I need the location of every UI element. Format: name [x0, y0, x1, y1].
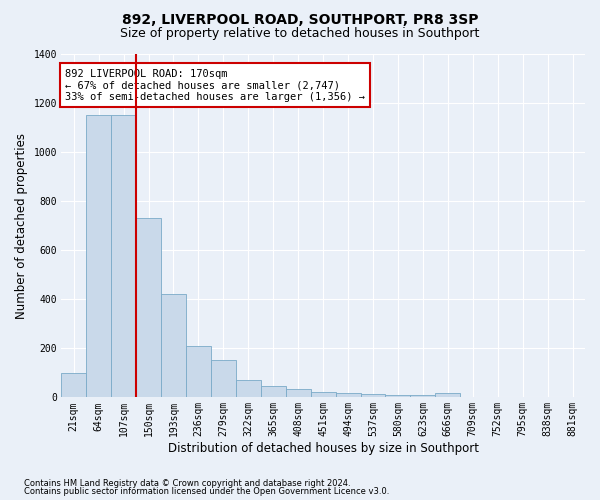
Bar [361, 394, 385, 397]
Bar [286, 389, 311, 397]
Text: Size of property relative to detached houses in Southport: Size of property relative to detached ho… [121, 28, 479, 40]
Bar [111, 116, 136, 397]
Y-axis label: Number of detached properties: Number of detached properties [15, 132, 28, 318]
Text: Contains HM Land Registry data © Crown copyright and database right 2024.: Contains HM Land Registry data © Crown c… [24, 478, 350, 488]
Bar [186, 346, 211, 397]
Bar [385, 394, 410, 397]
Bar [161, 294, 186, 397]
Bar [61, 372, 86, 397]
Bar [86, 116, 111, 397]
Text: Contains public sector information licensed under the Open Government Licence v3: Contains public sector information licen… [24, 487, 389, 496]
Text: 892, LIVERPOOL ROAD, SOUTHPORT, PR8 3SP: 892, LIVERPOOL ROAD, SOUTHPORT, PR8 3SP [122, 12, 478, 26]
Bar [335, 394, 361, 397]
Bar [410, 395, 436, 397]
Bar [236, 380, 261, 397]
Text: 892 LIVERPOOL ROAD: 170sqm
← 67% of detached houses are smaller (2,747)
33% of s: 892 LIVERPOOL ROAD: 170sqm ← 67% of deta… [65, 68, 365, 102]
Bar [211, 360, 236, 397]
Bar [311, 392, 335, 397]
Bar [436, 394, 460, 397]
Bar [261, 386, 286, 397]
X-axis label: Distribution of detached houses by size in Southport: Distribution of detached houses by size … [167, 442, 479, 455]
Bar [136, 218, 161, 397]
